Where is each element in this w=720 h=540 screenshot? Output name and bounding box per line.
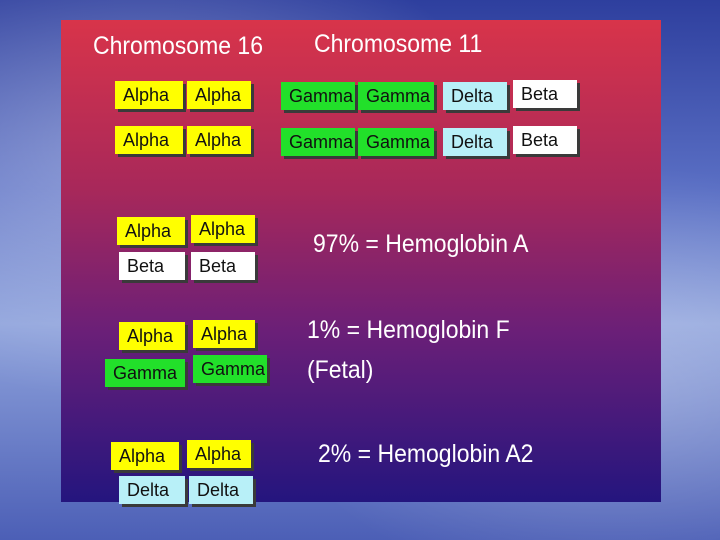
hba2-alpha-chain: Alpha	[187, 440, 251, 468]
hbf-gamma-chain: Gamma	[105, 359, 185, 387]
hemoglobin-f-sublabel: (Fetal)	[307, 356, 374, 384]
chr11-gamma-gene: Gamma	[358, 128, 434, 156]
chr11-gamma-gene: Gamma	[281, 128, 355, 156]
hemoglobin-a2-label: 2% = Hemoglobin A2	[318, 440, 534, 468]
chr16-alpha-gene: Alpha	[187, 81, 251, 109]
hba-beta-chain: Beta	[119, 252, 185, 280]
chr11-beta-gene: Beta	[513, 80, 577, 108]
chr11-gamma-gene: Gamma	[281, 82, 355, 110]
hba-beta-chain: Beta	[191, 252, 255, 280]
slide-panel: Chromosome 16 Chromosome 11 Alpha Alpha …	[61, 20, 661, 504]
chr11-delta-gene: Delta	[443, 128, 507, 156]
chromosome-11-header: Chromosome 11	[314, 30, 483, 58]
chr16-alpha-gene: Alpha	[187, 126, 251, 154]
hbf-gamma-chain: Gamma	[193, 355, 267, 383]
hemoglobin-a-label: 97% = Hemoglobin A	[313, 230, 529, 258]
hba2-alpha-chain: Alpha	[111, 442, 179, 470]
chromosome-16-header: Chromosome 16	[93, 32, 264, 60]
hbf-alpha-chain: Alpha	[119, 322, 185, 350]
hba-alpha-chain: Alpha	[191, 215, 255, 243]
hba-alpha-chain: Alpha	[117, 217, 185, 245]
hba2-delta-chain: Delta	[119, 476, 185, 504]
hbf-alpha-chain: Alpha	[193, 320, 255, 348]
hba2-delta-chain: Delta	[189, 476, 253, 504]
chr11-gamma-gene: Gamma	[358, 82, 434, 110]
hemoglobin-f-label: 1% = Hemoglobin F	[307, 316, 510, 344]
chr11-beta-gene: Beta	[513, 126, 577, 154]
chr11-delta-gene: Delta	[443, 82, 507, 110]
chr16-alpha-gene: Alpha	[115, 81, 183, 109]
chr16-alpha-gene: Alpha	[115, 126, 183, 154]
